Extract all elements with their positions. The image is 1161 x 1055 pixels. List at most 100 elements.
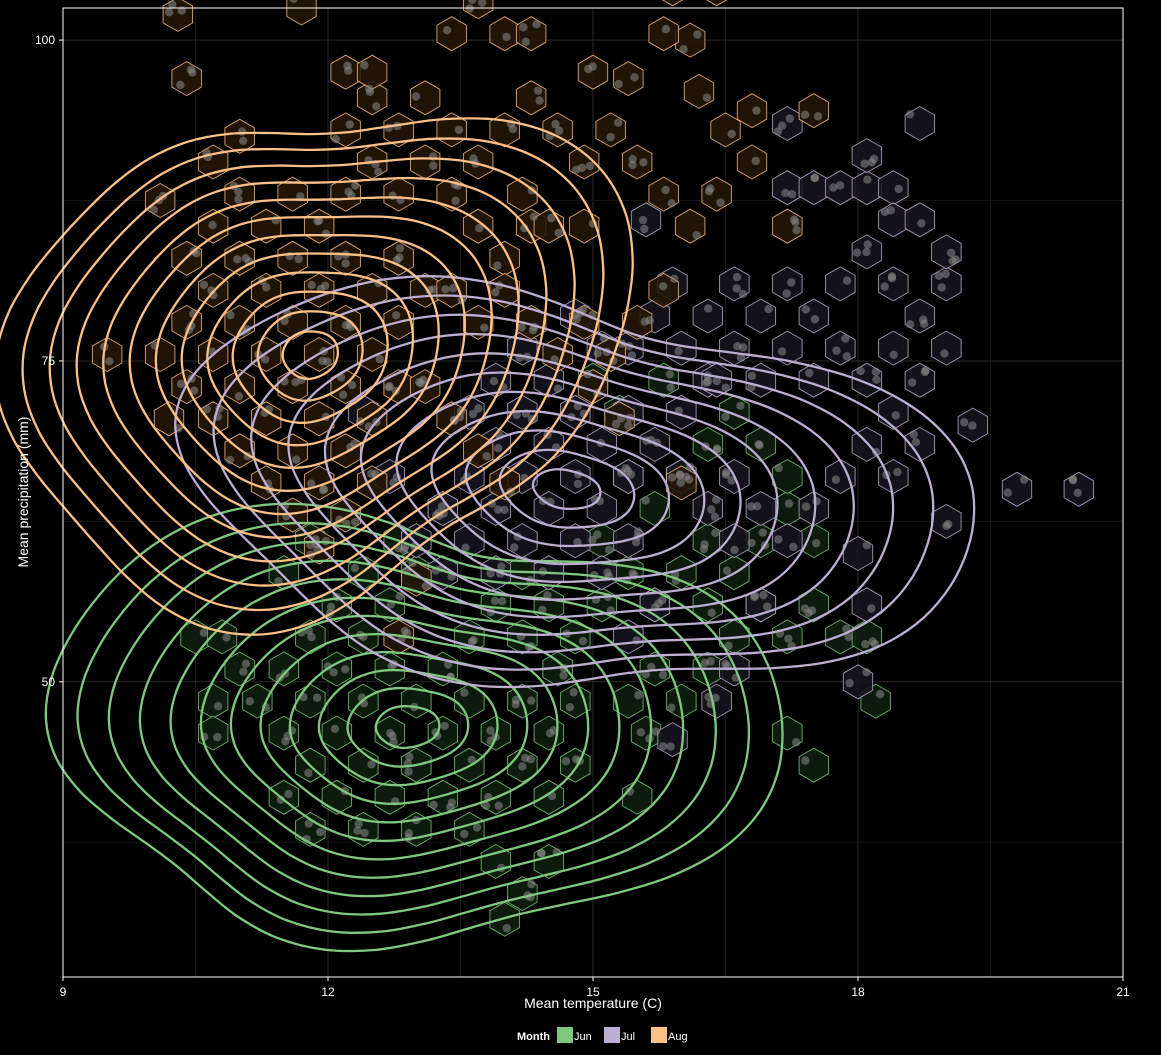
data-point-aug [547, 213, 556, 223]
data-point-jul [917, 219, 926, 228]
density-contour-jul [287, 332, 855, 636]
data-point-jul [787, 190, 797, 199]
y-tick-label: 75 [42, 354, 56, 368]
data-point-jul [667, 473, 677, 482]
data-point-aug [280, 316, 289, 326]
hexbin-cell-aug [383, 176, 414, 212]
data-point-jul [732, 284, 741, 293]
data-point-jul [781, 188, 790, 198]
data-point-jun [518, 762, 527, 771]
data-point-aug [639, 158, 648, 167]
axis-ticks-layer: 9 12 15 18 21 50 75 100 [35, 33, 1130, 999]
data-point-jun [239, 667, 248, 676]
data-point-jul [889, 350, 898, 359]
hexbin-cell-jun [374, 779, 406, 815]
data-point-jul [493, 444, 503, 453]
data-point-aug [502, 32, 511, 42]
data-point-jun [199, 628, 209, 637]
data-point-jul [493, 505, 503, 514]
data-point-aug [475, 223, 484, 233]
data-point-jun [395, 592, 404, 601]
data-point-aug [388, 191, 397, 200]
hexbin-cell-jun [268, 715, 300, 751]
data-point-jun [405, 752, 414, 761]
data-point-aug [614, 118, 623, 127]
hexbin-cell-jun [197, 715, 229, 751]
data-point-aug [478, 0, 487, 7]
data-point-jul [841, 334, 850, 343]
hexbin-cell-aug [798, 93, 830, 129]
data-point-aug [624, 421, 633, 430]
density-contour-jun [44, 502, 784, 953]
data-point-jun [536, 849, 546, 858]
data-point-jul [702, 378, 711, 387]
x-tick-label: 12 [321, 985, 335, 999]
hexbin-cell-jul [692, 298, 724, 334]
density-contour-jul [359, 371, 779, 601]
hexbin-cell-jul [825, 458, 856, 495]
data-point-aug [628, 154, 637, 164]
data-point-aug [234, 392, 244, 401]
data-point-aug [391, 311, 401, 320]
data-point-jun [792, 738, 801, 747]
data-point-aug [421, 581, 431, 591]
data-point-jul [704, 304, 713, 313]
data-point-aug [585, 161, 595, 171]
hexbin-cell-jul [878, 266, 909, 302]
data-point-jun [800, 604, 810, 613]
x-tick-label: 18 [851, 985, 865, 999]
data-point-aug [454, 125, 464, 134]
data-point-jun [754, 440, 763, 449]
density-contour-jun [199, 596, 621, 861]
data-point-aug [693, 30, 702, 39]
density-contour-aug [180, 252, 440, 470]
data-point-aug [319, 486, 328, 495]
data-point-aug [347, 380, 357, 390]
data-point-jul [856, 366, 865, 376]
y-tick-label: 50 [42, 675, 56, 689]
hexbin-cell-aug [577, 54, 609, 90]
hexbin-cell-aug [277, 176, 308, 212]
hexbin-cell-jul [745, 490, 777, 527]
data-point-jun [389, 737, 398, 747]
data-point-aug [535, 96, 544, 105]
data-point-jun [274, 577, 283, 586]
data-point-jun [222, 633, 231, 642]
data-point-jun [429, 800, 438, 810]
data-point-aug [365, 84, 374, 94]
data-point-jun [326, 602, 336, 612]
data-point-jun [666, 383, 675, 392]
data-point-jun [467, 755, 476, 765]
data-point-jun [245, 697, 254, 706]
data-point-jul [911, 438, 921, 447]
data-point-jun [481, 801, 491, 810]
data-point-jun [386, 729, 395, 738]
data-point-aug [480, 323, 489, 332]
data-point-jul [1003, 488, 1012, 497]
hexbin-cell-aug [661, 0, 684, 7]
hexbin-cell-jul [931, 330, 962, 366]
data-point-jul [863, 240, 872, 249]
data-point-aug [493, 261, 502, 270]
data-point-jul [907, 378, 917, 387]
data-point-jul [510, 543, 519, 552]
data-point-jun [329, 668, 338, 677]
data-point-jul [948, 256, 957, 265]
data-point-aug [294, 254, 303, 264]
data-point-aug [415, 377, 424, 387]
data-point-aug [344, 66, 353, 75]
data-point-aug [225, 455, 235, 465]
data-point-jun [354, 819, 363, 829]
data-point-jun [460, 688, 469, 697]
data-point-jul [940, 349, 949, 358]
hexbin-cell-jul [825, 266, 856, 302]
data-point-aug [202, 404, 211, 414]
hexbin-cell-jul [878, 330, 909, 366]
data-point-jun [404, 767, 413, 776]
data-point-jun [758, 528, 767, 537]
y-axis-title: Mean precipitation (mm) [15, 417, 31, 568]
data-point-jun [494, 801, 503, 810]
data-point-jul [919, 315, 928, 324]
density-contour-jun [107, 540, 717, 916]
data-point-aug [323, 357, 332, 366]
